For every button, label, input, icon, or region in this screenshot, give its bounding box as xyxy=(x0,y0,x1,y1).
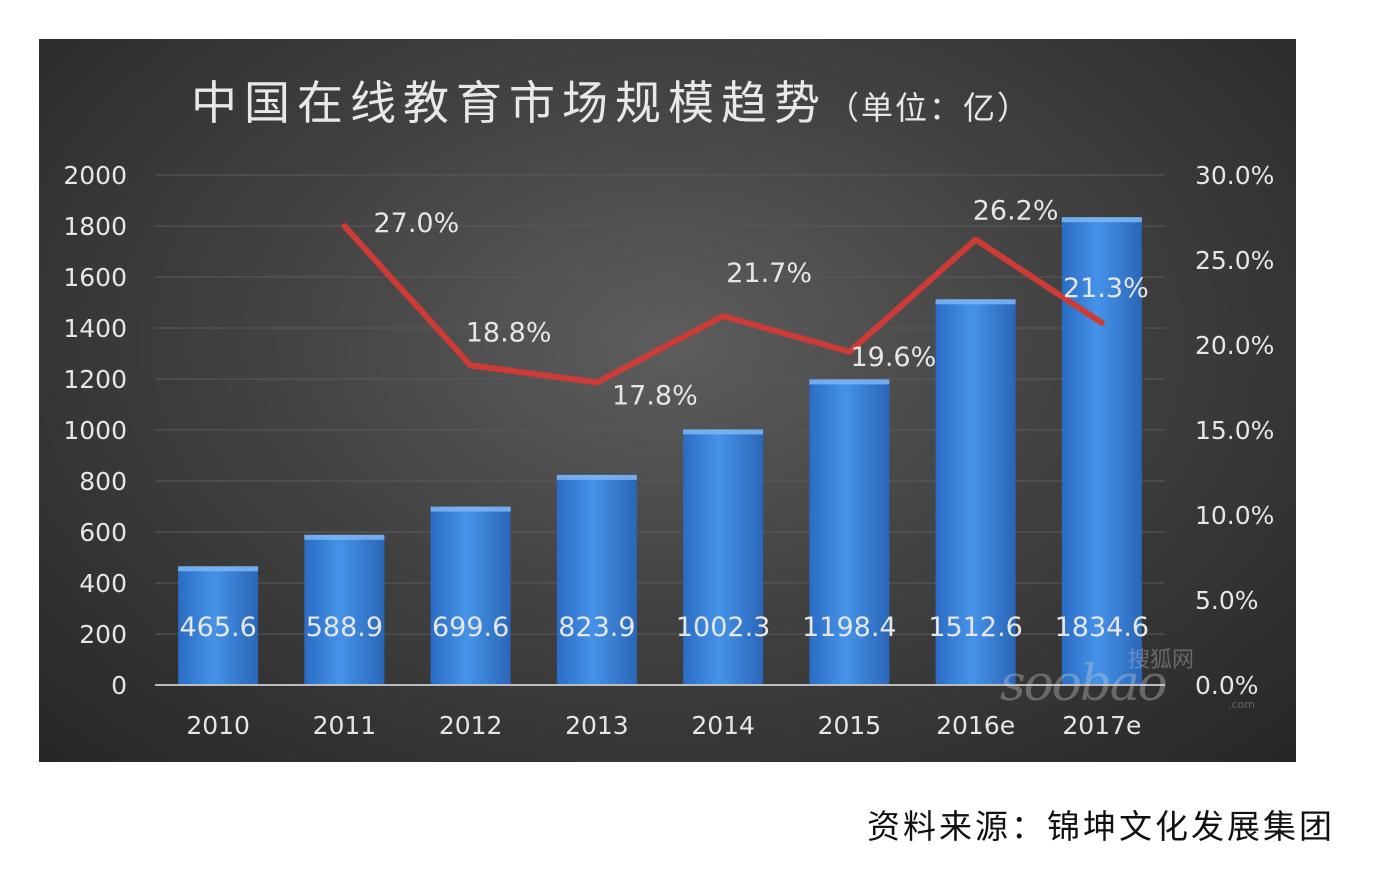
x-tick-label: 2012 xyxy=(439,711,503,740)
y-right-tick-label: 0.0% xyxy=(1195,671,1259,700)
watermark-domain: .com xyxy=(1228,698,1255,711)
line-value-label: 19.6% xyxy=(850,342,936,373)
y-left-tick-label: 800 xyxy=(79,467,127,496)
chart-title-main: 中国在线教育市场规模趋势 xyxy=(191,76,827,130)
line-value-label: 18.8% xyxy=(466,317,552,348)
bar-cap xyxy=(935,299,1016,305)
watermark: soobao 搜狐网 .com xyxy=(1000,648,1255,718)
y-left-tick-label: 1400 xyxy=(63,314,127,343)
chart-title: 中国在线教育市场规模趋势（单位：亿） xyxy=(191,76,1031,130)
bar-cap xyxy=(304,534,385,540)
y-right-tick-label: 5.0% xyxy=(1195,586,1259,615)
watermark-cn: 搜狐网 xyxy=(1128,648,1195,673)
y-left-tick-label: 600 xyxy=(79,518,127,547)
growth-line xyxy=(341,223,1105,386)
bar-value-label: 465.6 xyxy=(179,612,256,643)
y-left-tick-label: 1800 xyxy=(63,212,127,241)
chart-svg: 0 200 400 600 800 1000 1200 1400 1600 1800 2000 0.0… xyxy=(63,76,1274,740)
x-tick-label: 2013 xyxy=(565,711,629,740)
y-right-tick-label: 20.0% xyxy=(1195,331,1274,360)
y-left-tick-label: 400 xyxy=(79,569,127,598)
y-right-tick-label: 30.0% xyxy=(1195,161,1274,190)
bar-value-label: 1512.6 xyxy=(928,612,1022,643)
bar xyxy=(430,506,511,685)
line-value-label: 21.3% xyxy=(1063,273,1149,304)
bar-cap xyxy=(556,474,637,480)
bar-value-label: 1002.3 xyxy=(676,612,770,643)
bar xyxy=(556,474,637,685)
line-value-label: 21.7% xyxy=(726,258,812,289)
x-tick-label: 2014 xyxy=(691,711,755,740)
x-tick-label: 2017e xyxy=(1062,711,1141,740)
bar-cap xyxy=(809,379,890,385)
bar xyxy=(935,299,1016,685)
bar-value-label: 1834.6 xyxy=(1055,612,1149,643)
line-value-label: 17.8% xyxy=(612,380,698,411)
bar-value-label: 699.6 xyxy=(432,612,509,643)
y-right-tick-label: 25.0% xyxy=(1195,246,1274,275)
y-left-tick-label: 2000 xyxy=(63,161,127,190)
y-left-tick-label: 1200 xyxy=(63,365,127,394)
bar xyxy=(683,429,764,685)
chart-panel: 0 200 400 600 800 1000 1200 1400 1600 1800 2000 0.0… xyxy=(39,39,1296,762)
y-left-tick-label: 1600 xyxy=(63,263,127,292)
line-value-label: 26.2% xyxy=(973,196,1059,227)
bar-value-label: 823.9 xyxy=(558,612,635,643)
y-left-tick-label: 0 xyxy=(111,671,127,700)
bar-cap xyxy=(430,506,511,512)
bar-cap xyxy=(178,566,259,572)
y-right-tick-label: 10.0% xyxy=(1195,501,1274,530)
y-left-tick-label: 1000 xyxy=(63,416,127,445)
x-tick-label: 2010 xyxy=(186,711,250,740)
line-value-label: 27.0% xyxy=(373,208,459,239)
chart-title-unit: （单位：亿） xyxy=(827,89,1031,127)
x-tick-label: 2011 xyxy=(313,711,377,740)
y-right-tick-label: 15.0% xyxy=(1195,416,1274,445)
source-note: 资料来源：锦坤文化发展集团 xyxy=(867,807,1335,846)
bar-value-label: 588.9 xyxy=(306,612,383,643)
bar-value-label: 1198.4 xyxy=(802,612,896,643)
bar-cap xyxy=(683,429,764,435)
bar xyxy=(178,566,259,685)
x-tick-label: 2015 xyxy=(818,711,882,740)
watermark-logo: soobao xyxy=(1000,654,1168,712)
x-tick-label: 2016e xyxy=(936,711,1015,740)
y-left-tick-label: 200 xyxy=(79,620,127,649)
bar xyxy=(304,534,385,685)
bar-cap xyxy=(1061,217,1142,223)
bar xyxy=(1061,217,1142,685)
bar xyxy=(809,379,890,685)
